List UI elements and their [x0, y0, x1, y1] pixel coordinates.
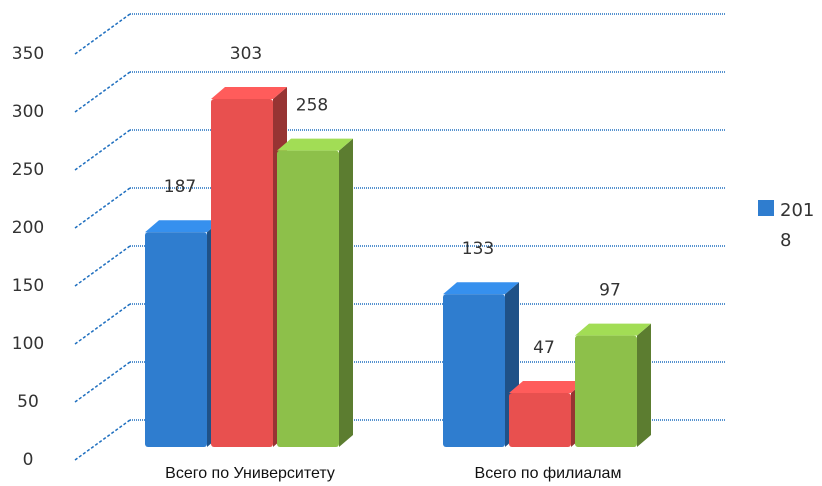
value-label: 303 — [230, 44, 262, 64]
bar — [575, 335, 637, 447]
grid-line-diagonal — [74, 419, 131, 461]
legend-swatch — [758, 200, 774, 216]
value-label: 47 — [533, 338, 555, 358]
bar-top — [211, 86, 287, 99]
bar — [145, 232, 207, 447]
y-tick-label: 50 — [17, 392, 39, 412]
bar — [443, 294, 505, 447]
x-tick-label: Всего по филиалам — [475, 465, 622, 482]
x-tick-label: Всего по Университету — [165, 465, 335, 482]
bar-top — [509, 381, 585, 394]
bar — [509, 393, 571, 447]
bar-side — [339, 138, 353, 447]
y-tick-label: 200 — [12, 218, 44, 238]
bar — [211, 98, 273, 448]
legend: 2018 — [758, 196, 820, 256]
bar-top — [145, 220, 221, 233]
bar-side — [637, 323, 651, 447]
y-tick-label: 350 — [12, 44, 44, 64]
value-label: 133 — [462, 239, 494, 259]
value-label: 187 — [164, 177, 196, 197]
grid-line-diagonal — [74, 187, 131, 229]
bar — [277, 150, 339, 447]
grid-line-diagonal — [74, 71, 131, 113]
y-tick-label: 250 — [12, 160, 44, 180]
y-tick-label: 100 — [12, 334, 44, 354]
bar-top — [277, 138, 353, 151]
grid-line-diagonal — [74, 303, 131, 345]
grid-line-diagonal — [74, 13, 131, 55]
value-label: 97 — [599, 281, 621, 301]
value-label: 258 — [296, 96, 328, 116]
grid-line-diagonal — [74, 245, 131, 287]
legend-label: 2018 — [780, 200, 815, 251]
y-tick-label: 150 — [12, 276, 44, 296]
y-tick-label: 300 — [12, 102, 44, 122]
bar-top — [575, 323, 651, 336]
grid-line-diagonal — [74, 361, 131, 403]
bar-top — [443, 282, 519, 295]
y-tick-label: 0 — [23, 450, 34, 470]
grid-line-diagonal — [74, 129, 131, 171]
